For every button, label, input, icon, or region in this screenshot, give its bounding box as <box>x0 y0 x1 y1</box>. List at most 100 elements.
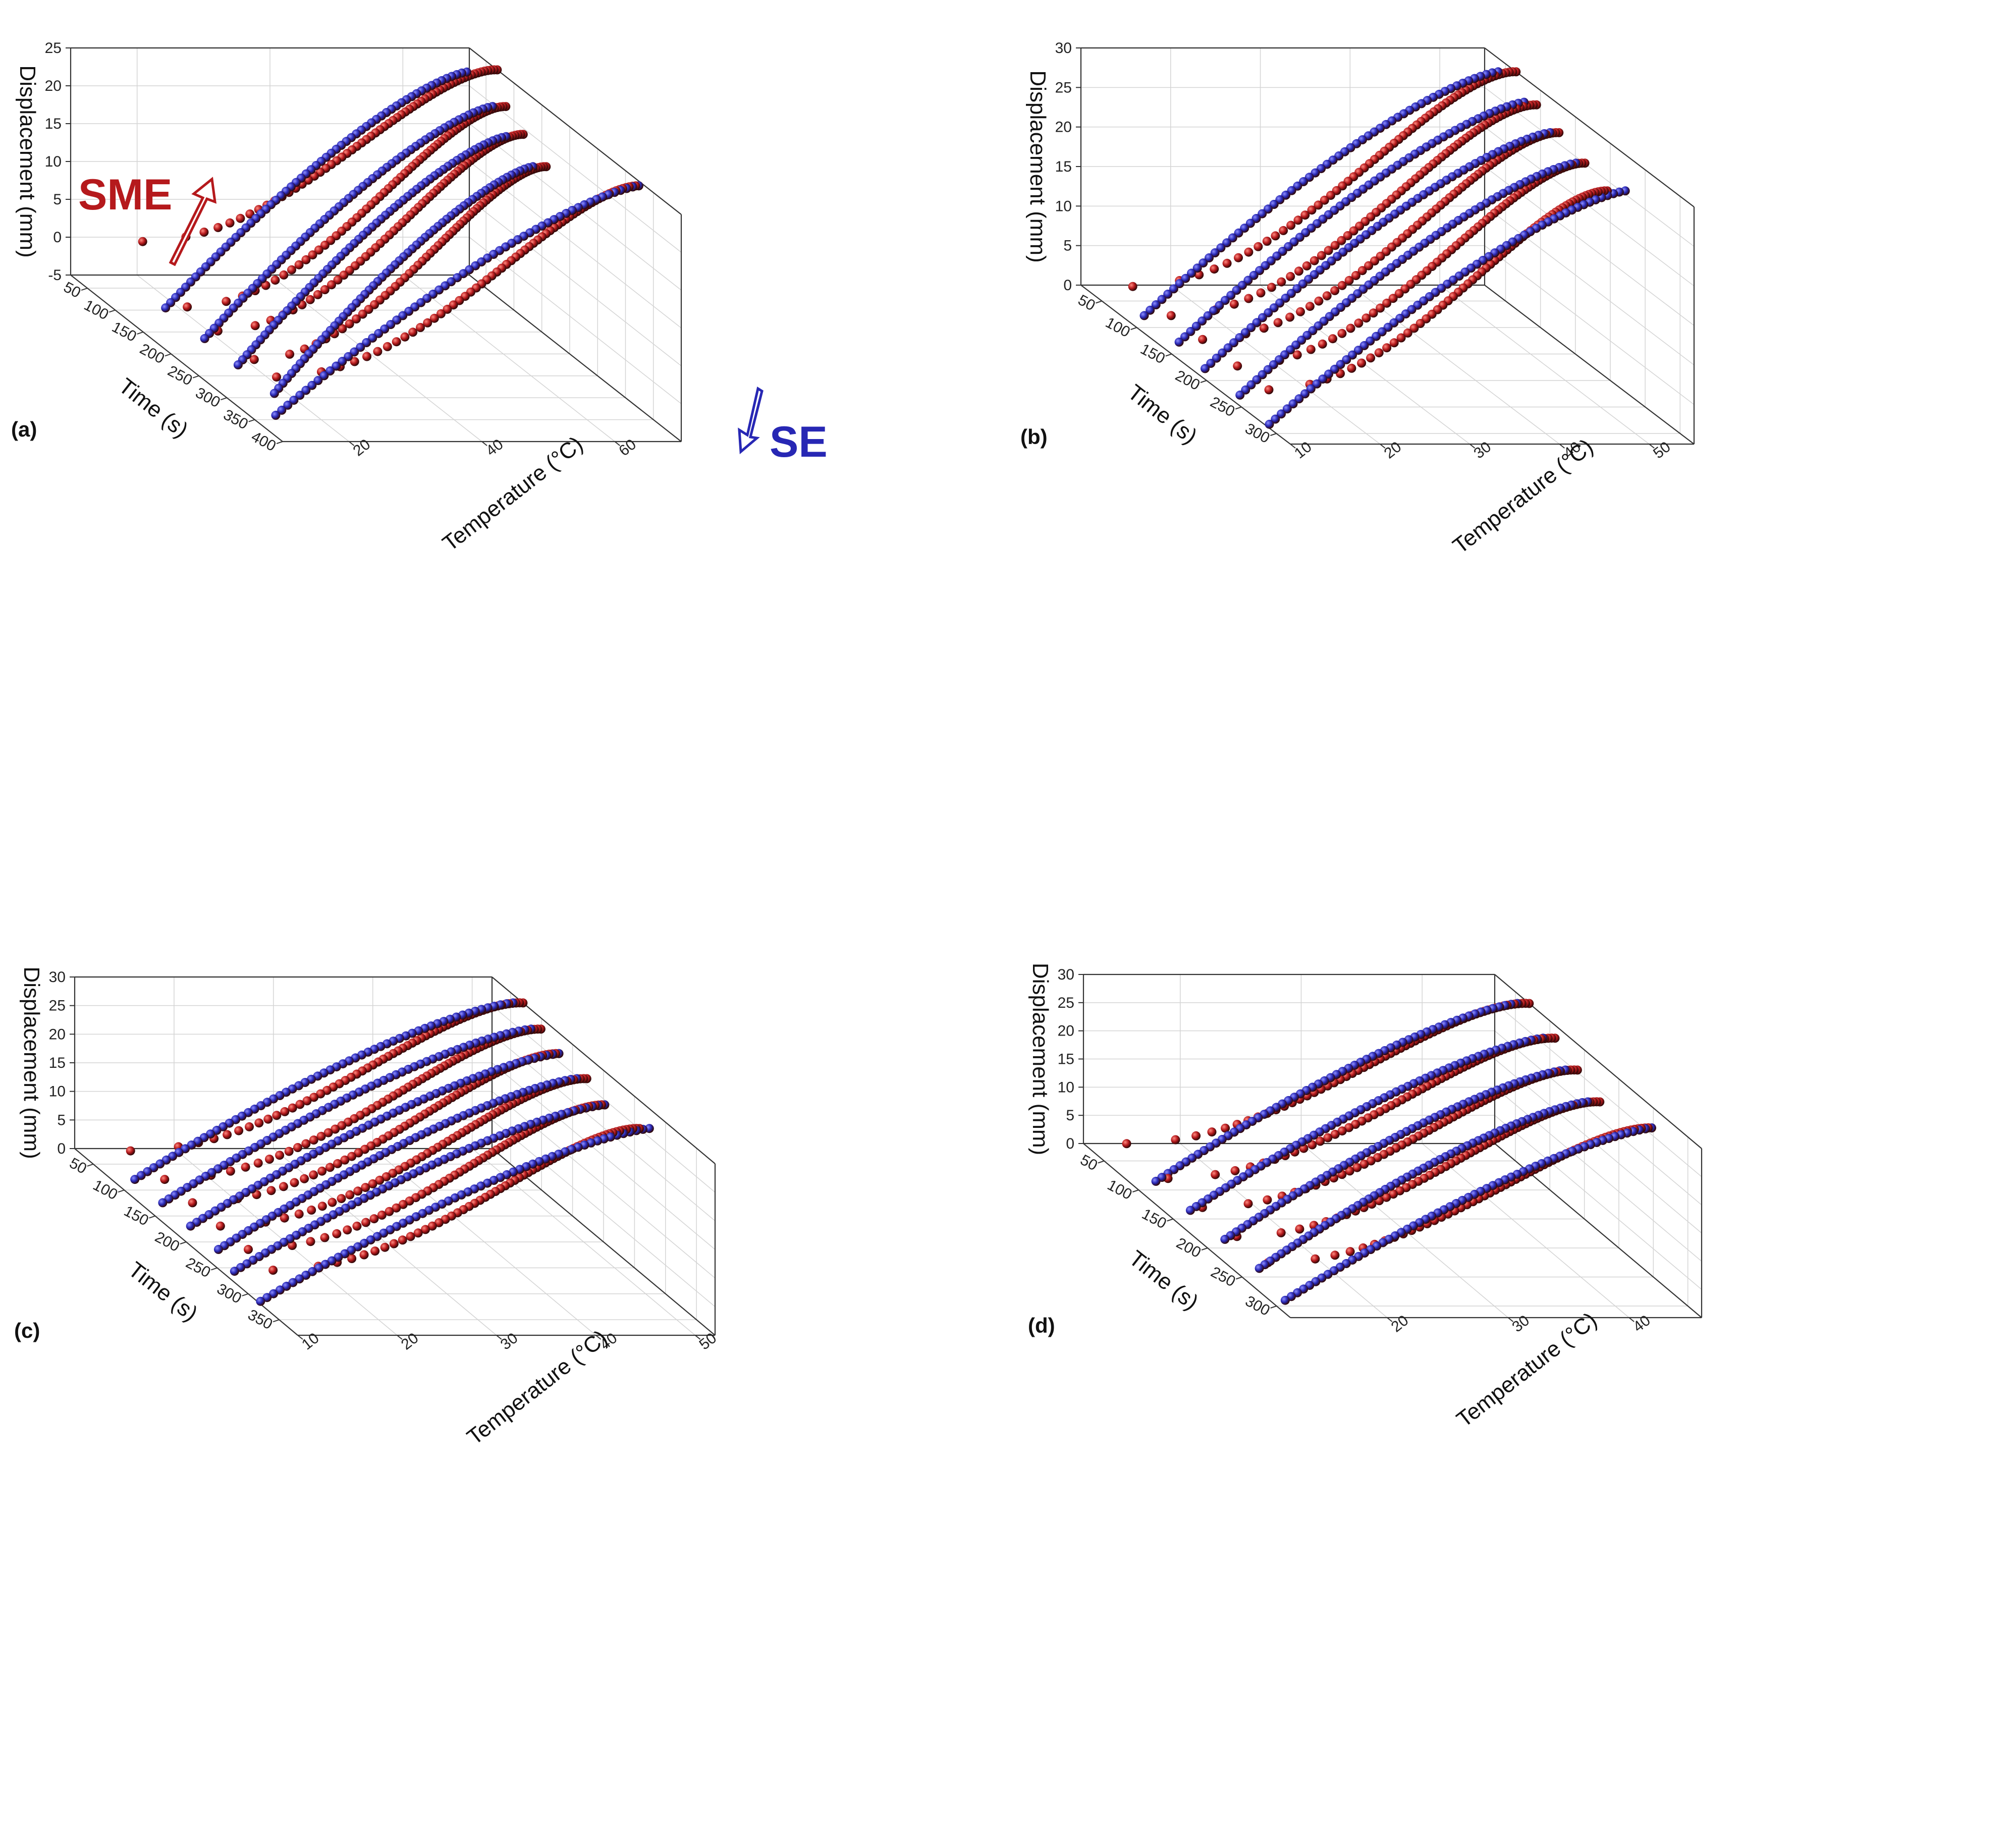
sme-point <box>352 314 361 323</box>
grid-line <box>273 1148 497 1336</box>
x-axis-line <box>1080 285 1291 445</box>
arrow-up-icon <box>169 177 217 266</box>
se-point <box>1271 414 1280 424</box>
y-axis-title: Temperature (°C) <box>438 431 587 556</box>
sme-point <box>1273 318 1283 328</box>
grid-line <box>1494 1030 1702 1206</box>
sme-point <box>1409 323 1419 333</box>
sme-point <box>316 1131 326 1141</box>
z-tick-label: 0 <box>1063 277 1072 294</box>
sme-point <box>309 1135 318 1145</box>
sme-point <box>443 304 452 314</box>
sme-point <box>1351 271 1360 280</box>
sme-point <box>254 1118 264 1128</box>
sme-point <box>1207 1127 1217 1137</box>
x-tick <box>81 288 88 291</box>
sme-point <box>1211 1170 1220 1179</box>
sme-point <box>362 352 371 361</box>
se-point <box>1235 390 1245 400</box>
sme-point <box>1382 298 1392 308</box>
z-tick-label: 25 <box>45 40 62 57</box>
box-edge <box>1484 285 1695 445</box>
sme-point <box>343 1225 352 1235</box>
sme-point <box>234 1126 244 1135</box>
x-tick-label: 150 <box>1139 1206 1169 1232</box>
sme-point <box>1311 1254 1320 1264</box>
sme-point <box>294 1209 304 1219</box>
se-point <box>1187 268 1196 278</box>
z-tick-label: 15 <box>45 116 62 132</box>
y-tick <box>349 441 355 446</box>
grid-line <box>469 237 682 404</box>
z-tick-label: 10 <box>49 1083 66 1100</box>
sme-point <box>337 1194 346 1204</box>
se-point <box>161 303 171 313</box>
sme-point <box>302 1096 312 1106</box>
sme-point <box>236 213 245 223</box>
sme-point <box>398 1200 408 1209</box>
se-annotation: SE <box>770 418 828 466</box>
x-tick <box>1270 433 1277 436</box>
sme-point <box>1382 1192 1391 1202</box>
panel-label: (d) <box>1028 1314 1055 1337</box>
se-point <box>1306 384 1316 394</box>
x-tick <box>1098 1160 1105 1164</box>
x-tick <box>221 397 227 401</box>
z-tick-label: 10 <box>45 153 62 170</box>
sme-point <box>1295 1224 1304 1234</box>
sme-point <box>126 1146 135 1156</box>
se-point <box>319 371 329 381</box>
se-point <box>1205 253 1214 262</box>
x-tick-label: 350 <box>221 406 251 433</box>
sme-point <box>1254 242 1263 251</box>
se-point <box>325 366 335 375</box>
sme-point <box>1403 328 1412 338</box>
sme-point <box>1128 282 1137 291</box>
z-axis-title: Displacement (mm) <box>19 966 44 1159</box>
sme-point <box>1328 334 1337 344</box>
grid-line <box>469 199 682 366</box>
sme-point <box>1292 350 1302 360</box>
sme-point <box>288 1103 297 1113</box>
z-tick-label: 0 <box>53 229 62 246</box>
data-points <box>1122 999 1656 1305</box>
y-tick-label: 40 <box>483 436 507 460</box>
sme-point <box>354 1148 363 1158</box>
y-tick <box>397 1335 403 1340</box>
sme-point <box>1286 221 1296 230</box>
y-tick <box>481 441 487 446</box>
sme-point <box>213 223 223 232</box>
x-tick-label: 100 <box>1103 314 1133 341</box>
sme-point <box>225 218 235 228</box>
sme-point <box>1314 200 1323 210</box>
y-tick <box>694 1335 701 1340</box>
z-tick-label: 25 <box>1055 79 1072 96</box>
se-point <box>1203 311 1213 320</box>
se-point <box>1294 394 1304 404</box>
x-tick-label: 250 <box>1208 394 1238 420</box>
sme-point <box>429 313 439 323</box>
se-point <box>256 1296 265 1306</box>
se-point <box>1163 289 1173 299</box>
sme-point <box>377 1210 387 1220</box>
sme-point <box>1264 385 1274 395</box>
sme-point <box>295 1100 305 1109</box>
panel-label: (c) <box>14 1319 40 1342</box>
sme-point <box>1337 281 1347 290</box>
sme-point <box>244 1244 253 1254</box>
z-tick-label: 20 <box>1058 1023 1074 1040</box>
se-point <box>283 400 293 410</box>
sme-point <box>350 357 359 366</box>
y-tick <box>1387 1317 1393 1322</box>
z-tick-label: 30 <box>1058 966 1074 983</box>
z-tick-label: 5 <box>1066 1107 1074 1124</box>
sme-point <box>327 280 336 290</box>
sme-point <box>392 1203 401 1213</box>
x-tick <box>1200 380 1207 383</box>
sme-point <box>1389 1189 1398 1199</box>
x-axis-line <box>70 275 283 442</box>
sme-point <box>398 1235 407 1245</box>
sme-point <box>1320 195 1329 205</box>
